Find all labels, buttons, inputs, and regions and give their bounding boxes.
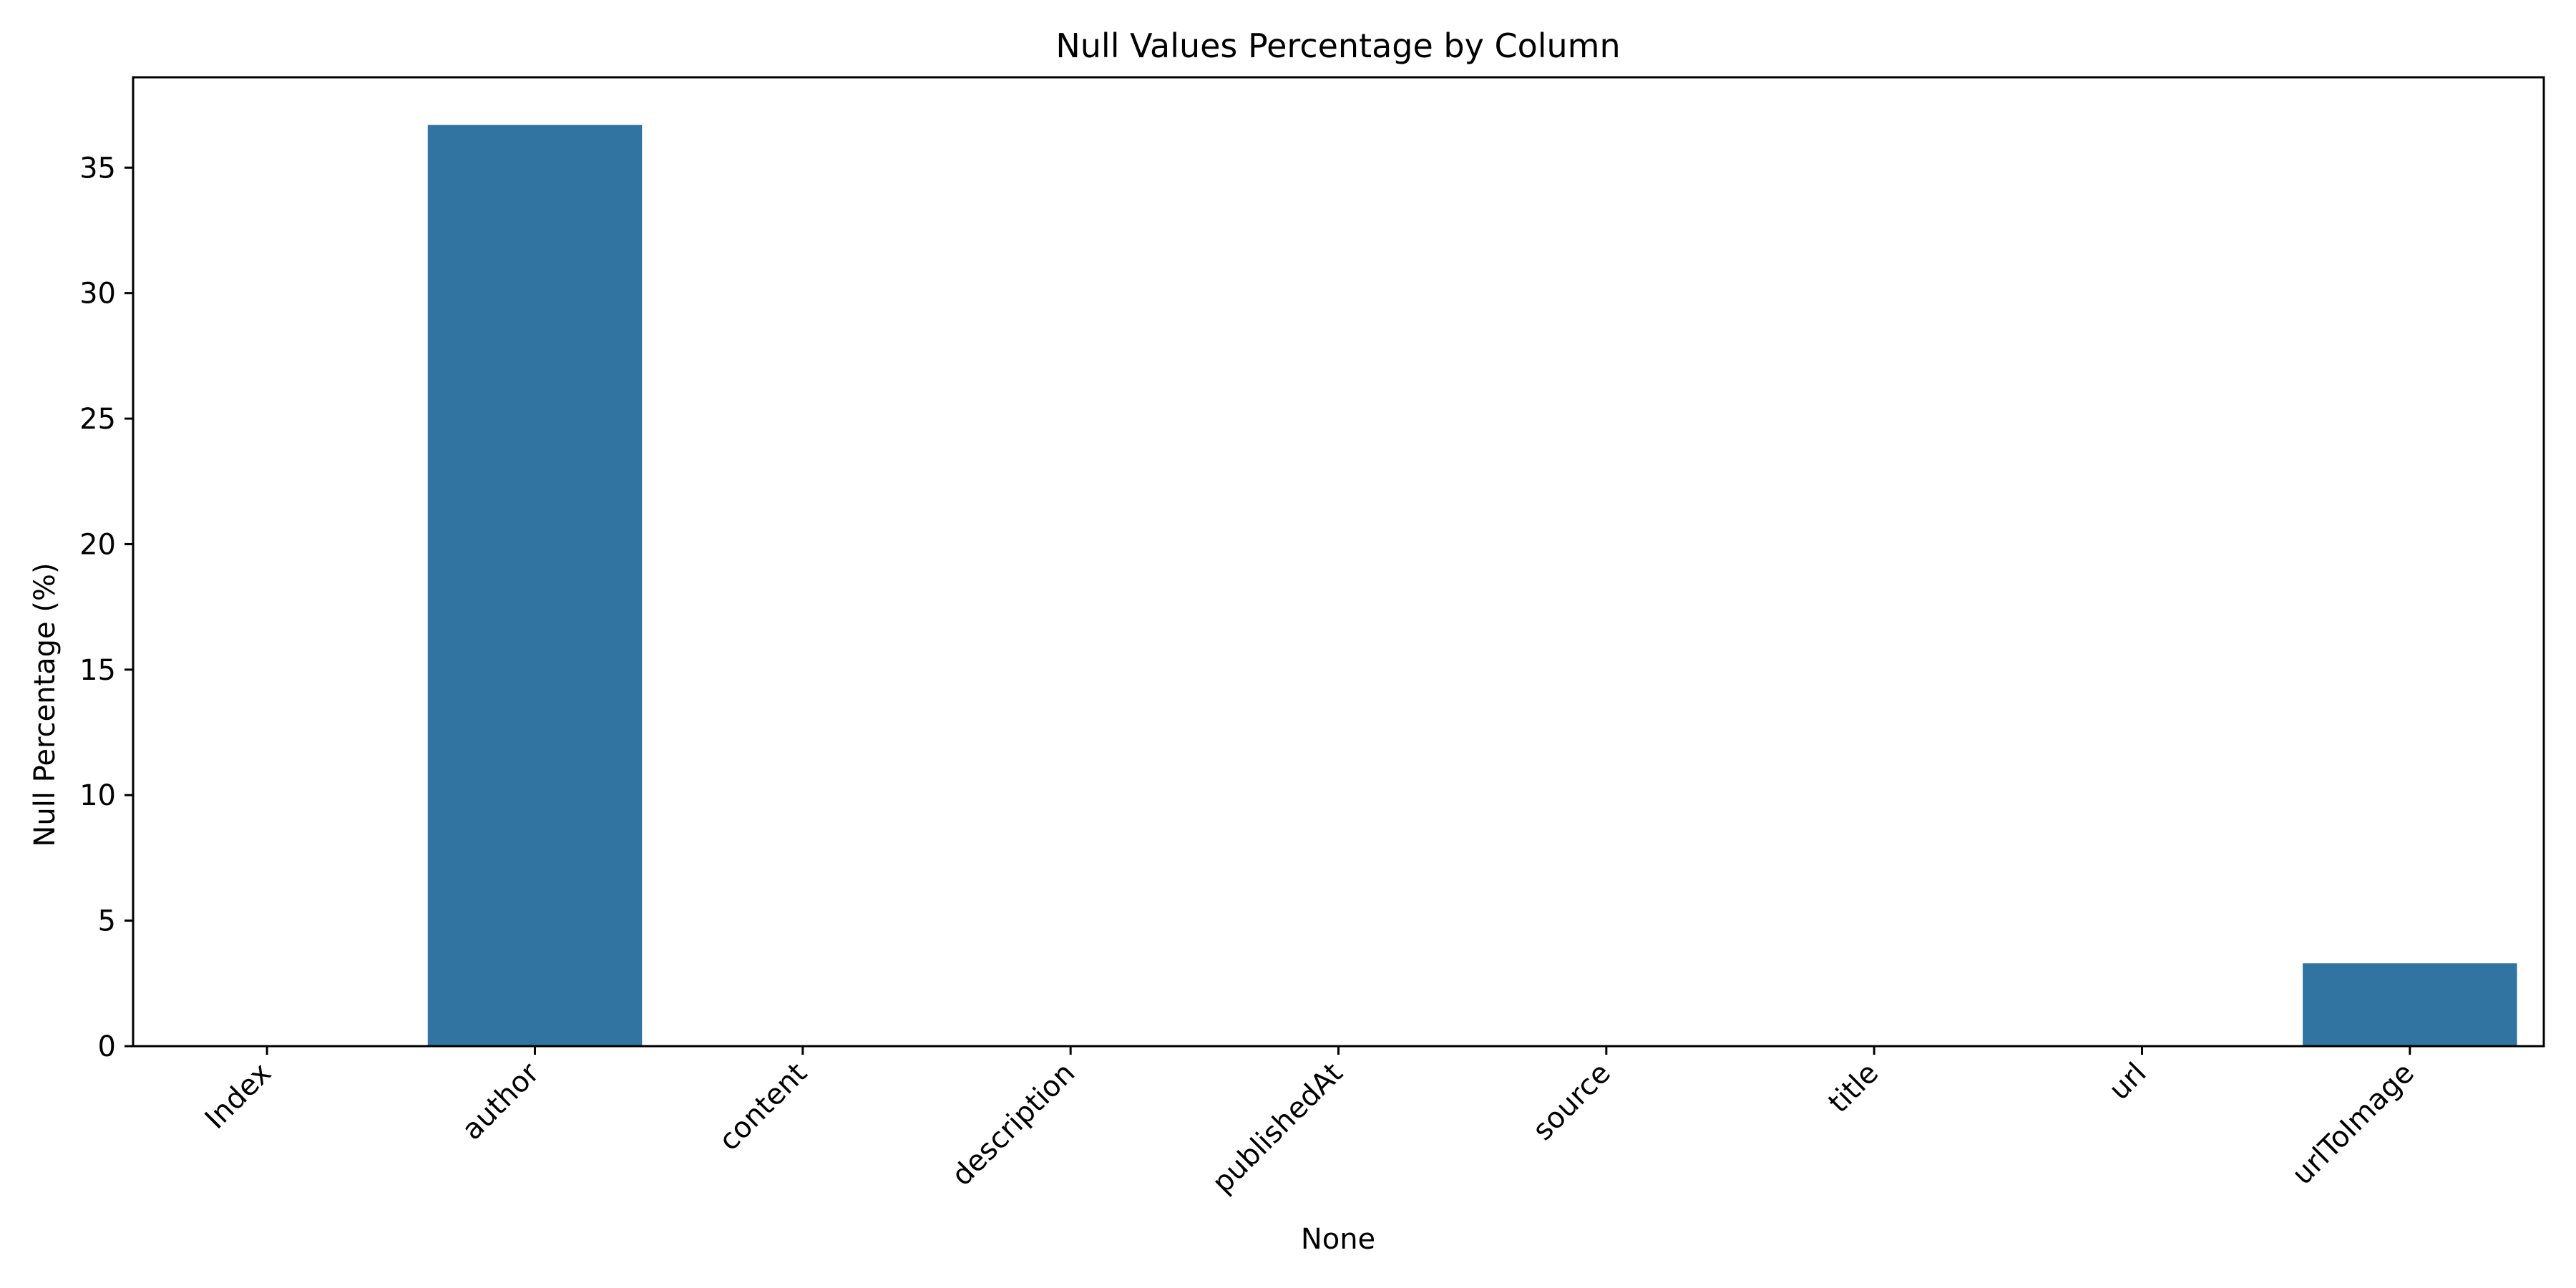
y-tick-label: 15: [79, 654, 116, 687]
bar-urlToImage: [2303, 963, 2517, 1046]
x-axis-label: None: [1301, 1223, 1375, 1256]
y-axis: 0 5 10 15 20 25 30 35: [79, 152, 133, 1063]
x-tick-label: urlToImage: [2286, 1057, 2421, 1191]
x-tick-label: Index: [199, 1057, 278, 1136]
y-tick-label: 35: [79, 152, 116, 185]
chart-title: Null Values Percentage by Column: [1055, 26, 1620, 65]
bar-author: [427, 125, 643, 1046]
x-tick-label: content: [713, 1057, 814, 1158]
bars-group: [427, 125, 2517, 1046]
x-tick-label: source: [1526, 1057, 1616, 1147]
y-axis-label: Null Percentage (%): [29, 562, 62, 847]
x-tick-label: author: [456, 1056, 546, 1146]
y-tick-label: 20: [79, 528, 116, 561]
x-axis: Index author content description publishedAt…: [199, 1046, 2421, 1200]
y-tick-label: 0: [98, 1030, 116, 1063]
x-tick-label: title: [1822, 1057, 1885, 1120]
y-tick-label: 5: [98, 905, 116, 938]
x-tick-label: description: [945, 1057, 1081, 1193]
y-tick-label: 10: [79, 779, 116, 812]
plot-frame: [132, 76, 2545, 1048]
x-tick-label: url: [2103, 1057, 2153, 1107]
x-tick-label: publishedAt: [1206, 1057, 1350, 1200]
y-tick-label: 30: [79, 278, 116, 311]
y-tick-label: 25: [79, 403, 116, 436]
